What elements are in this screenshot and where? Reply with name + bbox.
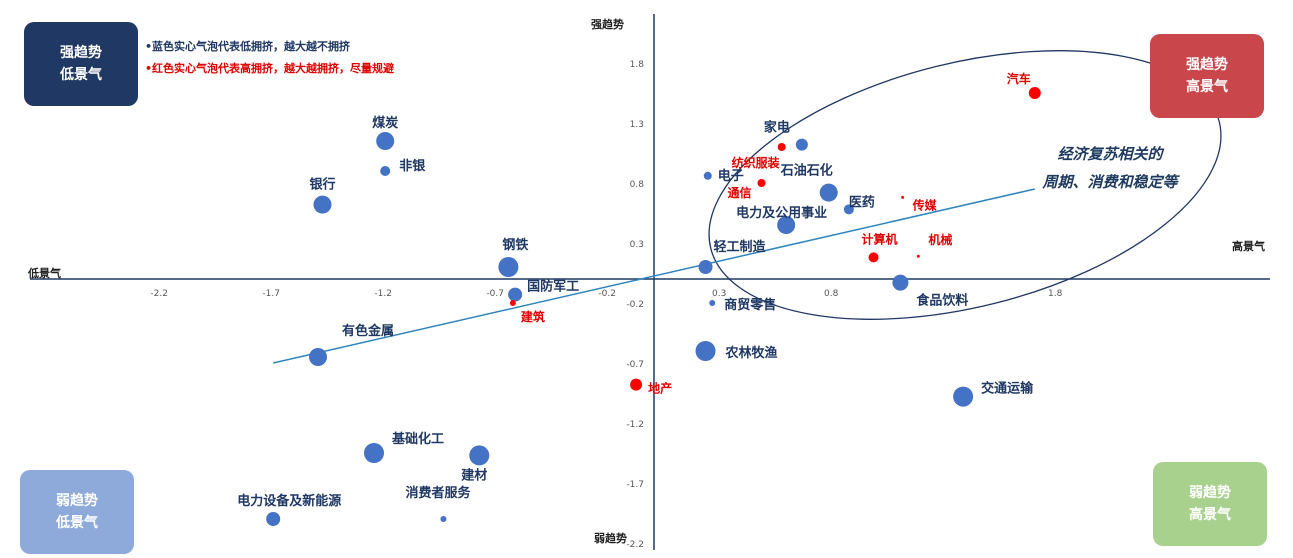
data-point-label: 有色金属 xyxy=(342,323,394,339)
quadrant-weak-low-line1: 弱趋势 xyxy=(56,493,98,509)
data-point xyxy=(777,143,786,151)
x-tick-label: -1.2 xyxy=(374,289,392,299)
data-point-label: 非银 xyxy=(399,158,426,174)
quadrant-weak-low-badge: 弱趋势 低景气 xyxy=(20,470,134,554)
highlight-ellipse xyxy=(708,50,1222,320)
data-point-label: 建材 xyxy=(461,467,487,483)
data-point xyxy=(469,445,490,466)
data-point xyxy=(795,138,808,151)
data-point-label: 商贸零售 xyxy=(724,297,776,313)
data-point xyxy=(313,195,332,214)
data-point-label: 钢铁 xyxy=(502,237,528,253)
data-point-label: 计算机 xyxy=(862,231,898,246)
x-tick-label: -1.7 xyxy=(262,289,280,299)
data-point-label: 基础化工 xyxy=(391,431,444,447)
data-point-label: 纺织服装 xyxy=(732,155,780,170)
data-point xyxy=(843,204,854,215)
y-tick-label: 0.8 xyxy=(630,180,645,190)
y-tick-label: 1.8 xyxy=(630,60,645,70)
y-tick-label: -1.2 xyxy=(626,420,644,430)
x-tick-label: -0.2 xyxy=(598,289,616,299)
data-point-label: 电力及公用事业 xyxy=(736,205,827,221)
data-point xyxy=(868,252,879,263)
y-tick-label: -2.2 xyxy=(626,540,644,550)
data-point xyxy=(508,287,523,302)
data-point-label: 通信 xyxy=(728,185,752,200)
data-point-label: 食品饮料 xyxy=(916,293,968,309)
legend-note-red: •红色实心气泡代表高拥挤，越大越拥挤，尽量规避 xyxy=(145,62,395,75)
y-tick-label: 1.3 xyxy=(630,120,644,130)
data-point xyxy=(695,341,716,361)
quadrant-weak-low-line2: 低景气 xyxy=(56,515,98,531)
axis-caption-top: 强趋势 xyxy=(591,18,624,31)
axis-caption-bottom: 弱趋势 xyxy=(594,532,627,545)
data-point-label: 医药 xyxy=(849,194,875,210)
data-point xyxy=(819,183,838,202)
data-point xyxy=(777,216,796,234)
data-point xyxy=(757,179,766,187)
quadrant-weak-high-badge: 弱趋势 高景气 xyxy=(1153,462,1267,546)
y-tick-label: 0.3 xyxy=(630,240,644,250)
data-point xyxy=(309,348,327,366)
data-point xyxy=(916,254,920,258)
x-tick-label: 0.8 xyxy=(824,289,839,299)
y-tick-label: -0.2 xyxy=(626,300,644,310)
trend-line xyxy=(273,188,1035,364)
quadrant-strong-low-badge: 强趋势 低景气 xyxy=(24,22,138,106)
data-point xyxy=(630,378,643,391)
data-point xyxy=(498,257,519,277)
data-point-label: 国防军工 xyxy=(527,279,579,295)
quadrant-strong-high-line2: 高景气 xyxy=(1186,79,1228,95)
legend-note-blue: •蓝色实心气泡代表低拥挤，越大越不拥挤 xyxy=(145,40,351,53)
quadrant-weak-high-line1: 弱趋势 xyxy=(1189,485,1231,501)
y-tick-label: -1.7 xyxy=(626,480,644,490)
x-tick-label: -0.7 xyxy=(486,289,504,299)
data-point xyxy=(266,512,281,526)
data-point-label: 石油石化 xyxy=(780,163,833,179)
data-point-label: 交通运输 xyxy=(981,381,1034,397)
data-point-label: 家电 xyxy=(764,120,790,136)
data-point xyxy=(709,300,716,306)
data-point-label: 传媒 xyxy=(912,197,938,212)
data-point-label: 消费者服务 xyxy=(405,485,471,501)
x-tick-label: 0.3 xyxy=(712,289,726,299)
data-point xyxy=(892,274,909,291)
x-tick-label: -2.2 xyxy=(150,289,168,299)
data-point-label: 地产 xyxy=(648,381,672,396)
data-point xyxy=(509,300,516,306)
data-point-label: 轻工制造 xyxy=(714,239,767,255)
quadrant-strong-low-line1: 强趋势 xyxy=(60,45,102,61)
data-point xyxy=(380,166,391,176)
data-point xyxy=(440,516,447,522)
ellipse-annotation-line1: 经济复苏相关的 xyxy=(1057,145,1163,163)
y-tick-label: -0.7 xyxy=(626,360,644,370)
quadrant-strong-high-line1: 强趋势 xyxy=(1186,57,1228,73)
data-point-label: 电子 xyxy=(718,168,744,184)
data-point-label: 机械 xyxy=(928,232,952,247)
data-point xyxy=(364,443,384,463)
ellipse-annotation: 经济复苏相关的 周期、消费和稳定等 xyxy=(1025,140,1195,196)
data-point-label: 银行 xyxy=(309,177,335,193)
data-point-label: 汽车 xyxy=(1007,71,1031,86)
quadrant-weak-high-line2: 高景气 xyxy=(1189,507,1231,523)
axis-caption-left: 低景气 xyxy=(28,267,61,280)
quadrant-strong-low-line2: 低景气 xyxy=(60,67,102,83)
data-point xyxy=(376,132,395,150)
ellipse-annotation-line2: 周期、消费和稳定等 xyxy=(1042,173,1178,191)
data-point xyxy=(901,195,905,199)
data-point xyxy=(703,171,712,180)
data-point xyxy=(698,260,713,274)
data-point xyxy=(1028,87,1041,99)
data-point-label: 煤炭 xyxy=(372,115,398,131)
axis-caption-right: 高景气 xyxy=(1232,240,1265,253)
data-point-label: 农林牧渔 xyxy=(725,345,778,361)
data-point-label: 电力设备及新能源 xyxy=(237,493,341,509)
x-tick-label: 1.8 xyxy=(1048,289,1063,299)
data-point-label: 建筑 xyxy=(520,309,545,324)
quadrant-strong-high-badge: 强趋势 高景气 xyxy=(1150,34,1264,118)
data-point xyxy=(953,386,974,407)
